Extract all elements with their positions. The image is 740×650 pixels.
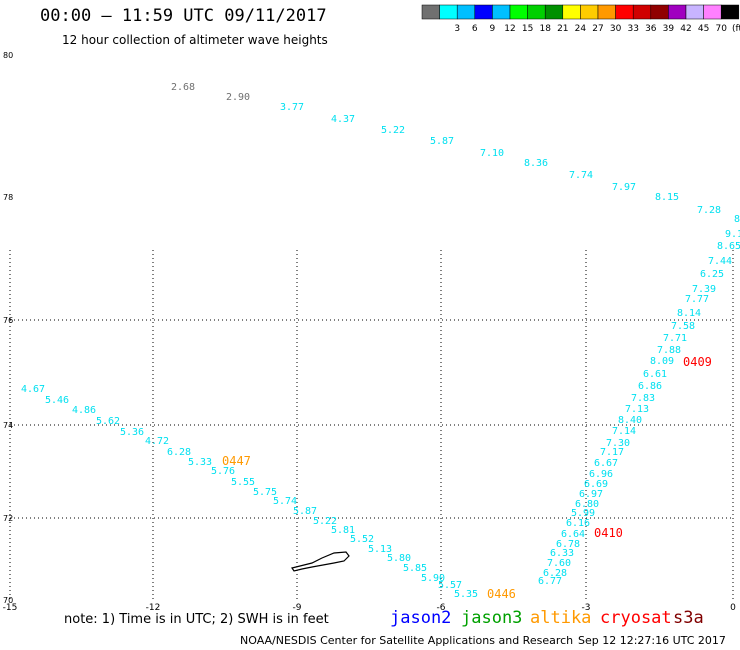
swh-reading-upper-arc: 5.87 — [430, 136, 454, 147]
swh-reading-left-track: 5.33 — [188, 457, 212, 468]
swh-reading-right-track: 6.78 — [556, 539, 580, 550]
swh-reading-upper-arc: 7.28 — [697, 205, 721, 216]
swh-reading-right-track: 7.83 — [631, 393, 655, 404]
island-outline — [291, 551, 350, 572]
swh-reading-right-track: 6.69 — [584, 479, 608, 490]
swh-reading-right-track: 6.96 — [589, 469, 613, 480]
swh-reading-right-track: 7.88 — [657, 345, 681, 356]
swh-reading-right-track: 8.09 — [650, 356, 674, 367]
swh-reading-upper-arc: 8.15 — [655, 192, 679, 203]
swh-reading-left-track: 5.76 — [211, 466, 235, 477]
swh-reading-right-track: 6.61 — [643, 369, 667, 380]
swh-reading-right-track: 7.58 — [671, 321, 695, 332]
longitude-tick-label: -12 — [146, 603, 161, 613]
swh-reading-right-track: 6.97 — [579, 489, 603, 500]
swh-reading-upper-arc: 7.74 — [569, 170, 593, 181]
swh-reading-left-track: 5.46 — [45, 395, 69, 406]
swh-reading-left-track: 5.90 — [421, 573, 445, 584]
swh-reading-upper-arc: 7.97 — [612, 182, 636, 193]
swh-reading-right-track: 6.67 — [594, 458, 618, 469]
swh-reading-right-track: 7.39 — [692, 284, 716, 295]
swh-reading-right-track: 6.80 — [575, 499, 599, 510]
swh-reading-upper-arc: 7.10 — [480, 148, 504, 159]
satellite-label-jason3: jason3 — [461, 608, 523, 628]
satellite-label-cryosat: cryosat — [600, 608, 672, 628]
page-title: 00:00 – 11:59 UTC 09/11/2017 — [40, 6, 327, 26]
longitude-tick-label: -3 — [582, 603, 591, 613]
satellite-label-s3a: s3a — [673, 608, 704, 628]
swh-reading-left-track: 5.52 — [350, 534, 374, 545]
swh-reading-right-track: 7.14 — [612, 426, 636, 437]
swh-reading-upper-arc: 8.36 — [524, 158, 548, 169]
latitude-tick-label: 80 — [3, 51, 13, 60]
generated-timestamp: Sep 12 12:27:16 UTC 2017 — [578, 634, 726, 647]
swh-reading-left-track: 5.35 — [454, 589, 478, 600]
swh-reading-right-track: 6.77 — [538, 576, 562, 587]
swh-reading-upper-arc: 3.77 — [280, 102, 304, 113]
swh-reading-gray: 2.68 — [171, 82, 195, 93]
swh-reading-upper-arc: 5.22 — [381, 125, 405, 136]
swh-reading-right-track: 6.33 — [550, 548, 574, 559]
longitude-tick-label: -6 — [437, 603, 446, 613]
latitude-tick-label: 70 — [3, 596, 13, 605]
pass-time-label: 0447 — [222, 454, 251, 468]
swh-reading-upper-arc: 8 — [734, 214, 740, 225]
swh-reading-left-track: 4.86 — [72, 405, 96, 416]
swh-reading-left-track: 5.80 — [387, 553, 411, 564]
swh-reading-right-track: 7.17 — [600, 447, 624, 458]
swh-reading-right-track: 6.64 — [561, 529, 585, 540]
swh-reading-left-track: 5.13 — [368, 544, 392, 555]
swh-reading-left-track: 5.81 — [331, 525, 355, 536]
swh-reading-left-track: 5.22 — [313, 516, 337, 527]
swh-reading-right-track: 6.16 — [566, 518, 590, 529]
swh-reading-right-track: 7.30 — [606, 438, 630, 449]
pass-time-label: 0446 — [487, 587, 516, 601]
satellite-label-altika: altika — [530, 608, 592, 628]
credit-line: NOAA/NESDIS Center for Satellite Applica… — [240, 634, 574, 647]
swh-reading-left-track: 5.36 — [120, 427, 144, 438]
latitude-tick-label: 74 — [3, 421, 13, 430]
swh-reading-left-track: 5.85 — [403, 563, 427, 574]
latitude-tick-label: 72 — [3, 514, 13, 523]
swh-reading-right-track: 7.60 — [547, 558, 571, 569]
swh-reading-left-track: 5.57 — [438, 580, 462, 591]
swh-reading-right-track: 7.13 — [625, 404, 649, 415]
swh-reading-right-track: 7.71 — [663, 333, 687, 344]
longitude-tick-label: -15 — [3, 603, 18, 613]
longitude-tick-label: 0 — [730, 603, 736, 613]
satellite-label-jason2: jason2 — [390, 608, 452, 628]
swh-reading-right-track: 6.28 — [543, 568, 567, 579]
swh-reading-left-track: 6.28 — [167, 447, 191, 458]
latitude-tick-label: 78 — [3, 193, 13, 202]
swh-reading-right-track: 8.14 — [677, 308, 701, 319]
swh-reading-left-track: 5.55 — [231, 477, 255, 488]
swh-reading-right-track: 7.77 — [685, 294, 709, 305]
footnote: note: 1) Time is in UTC; 2) SWH is in fe… — [64, 612, 329, 627]
latitude-tick-label: 76 — [3, 316, 13, 325]
swh-reading-gray: 2.90 — [226, 92, 250, 103]
pass-time-label: 0409 — [683, 355, 712, 369]
swh-reading-right-track: 6.25 — [700, 269, 724, 280]
swh-reading-right-track: 8.40 — [618, 415, 642, 426]
swh-reading-right-track: 6.86 — [638, 381, 662, 392]
page-subtitle: 12 hour collection of altimeter wave hei… — [62, 33, 328, 47]
swh-reading-left-track: 4.67 — [21, 384, 45, 395]
swh-reading-right-track: 5.99 — [571, 508, 595, 519]
swh-reading-upper-arc: 4.37 — [331, 114, 355, 125]
swh-reading-right-track: 7.44 — [708, 256, 732, 267]
longitude-tick-label: -9 — [293, 603, 302, 613]
swh-reading-left-track: 5.74 — [273, 496, 297, 507]
swh-reading-left-track: 5.75 — [253, 487, 277, 498]
swh-reading-left-track: 5.87 — [293, 506, 317, 517]
pass-time-label: 0410 — [594, 526, 623, 540]
swh-reading-right-track: 8.65 — [717, 241, 740, 252]
swh-reading-right-track: 9.1 — [725, 229, 740, 240]
swh-reading-left-track: 4.72 — [145, 436, 169, 447]
swh-reading-left-track: 5.62 — [96, 416, 120, 427]
